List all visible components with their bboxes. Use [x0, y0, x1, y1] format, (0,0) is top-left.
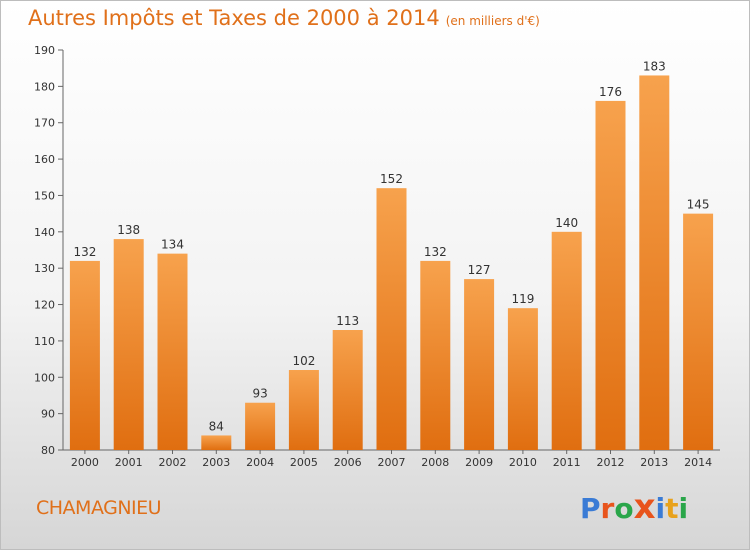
y-tick-label: 140 — [34, 226, 55, 239]
bar — [595, 100, 626, 450]
bar — [376, 188, 407, 450]
logo-letter: i — [678, 492, 689, 525]
y-tick-label: 160 — [34, 153, 55, 166]
data-label: 183 — [643, 59, 666, 73]
x-tick-label: 2005 — [290, 456, 318, 469]
logo-letter: t — [665, 492, 679, 525]
y-tick-label: 180 — [34, 80, 55, 93]
x-tick-label: 2000 — [71, 456, 99, 469]
x-tick-label: 2011 — [553, 456, 581, 469]
x-tick-label: 2003 — [202, 456, 230, 469]
data-label: 140 — [555, 216, 578, 230]
bar — [245, 402, 276, 450]
x-tick-label: 2009 — [465, 456, 493, 469]
bar — [639, 75, 670, 451]
bar — [420, 260, 451, 450]
logo-letter: P — [580, 492, 601, 525]
data-label: 119 — [511, 292, 534, 306]
y-tick-label: 80 — [41, 444, 55, 457]
data-label: 127 — [468, 263, 491, 277]
bar — [332, 330, 363, 450]
x-tick-label: 2008 — [421, 456, 449, 469]
data-label: 176 — [599, 85, 622, 99]
y-tick-label: 130 — [34, 262, 55, 275]
bar — [201, 435, 232, 450]
x-tick-label: 2007 — [378, 456, 406, 469]
logo-letter: r — [600, 492, 615, 525]
chart-title: Autres Impôts et Taxes de 2000 à 2014 (en… — [28, 6, 540, 30]
data-label: 132 — [424, 245, 447, 259]
proxiti-logo: Proxiti — [580, 487, 688, 527]
data-label: 152 — [380, 172, 403, 186]
bar — [683, 213, 714, 450]
data-label: 145 — [687, 198, 710, 212]
x-tick-label: 2012 — [597, 456, 625, 469]
bar — [157, 253, 188, 450]
bar — [288, 370, 319, 450]
x-tick-label: 2001 — [115, 456, 143, 469]
bar — [113, 239, 144, 450]
data-label: 84 — [209, 419, 224, 433]
logo-letter: i — [655, 492, 666, 525]
chart-unit: (en milliers d'€) — [445, 14, 540, 28]
data-label: 93 — [252, 387, 267, 401]
data-label: 132 — [73, 245, 96, 259]
y-tick-label: 100 — [34, 371, 55, 384]
y-tick-label: 170 — [34, 117, 55, 130]
bar — [464, 279, 495, 450]
y-tick-label: 110 — [34, 335, 55, 348]
y-tick-label: 190 — [34, 44, 55, 57]
data-label: 138 — [117, 223, 140, 237]
logo-letter: x — [633, 487, 656, 527]
bar — [69, 260, 100, 450]
x-tick-label: 2006 — [334, 456, 362, 469]
bar — [551, 231, 582, 450]
y-tick-label: 120 — [34, 299, 55, 312]
y-tick-label: 90 — [41, 408, 55, 421]
place-name: CHAMAGNIEU — [36, 497, 162, 519]
x-tick-label: 2014 — [684, 456, 712, 469]
data-label: 134 — [161, 238, 184, 252]
x-tick-label: 2002 — [159, 456, 187, 469]
y-tick-label: 150 — [34, 189, 55, 202]
x-tick-label: 2004 — [246, 456, 274, 469]
x-tick-label: 2013 — [640, 456, 668, 469]
logo-letter: o — [614, 492, 634, 525]
x-tick-label: 2010 — [509, 456, 537, 469]
data-label: 113 — [336, 314, 359, 328]
chart-title-text: Autres Impôts et Taxes de 2000 à 2014 — [28, 6, 440, 30]
data-label: 102 — [292, 354, 315, 368]
bar — [507, 308, 538, 450]
